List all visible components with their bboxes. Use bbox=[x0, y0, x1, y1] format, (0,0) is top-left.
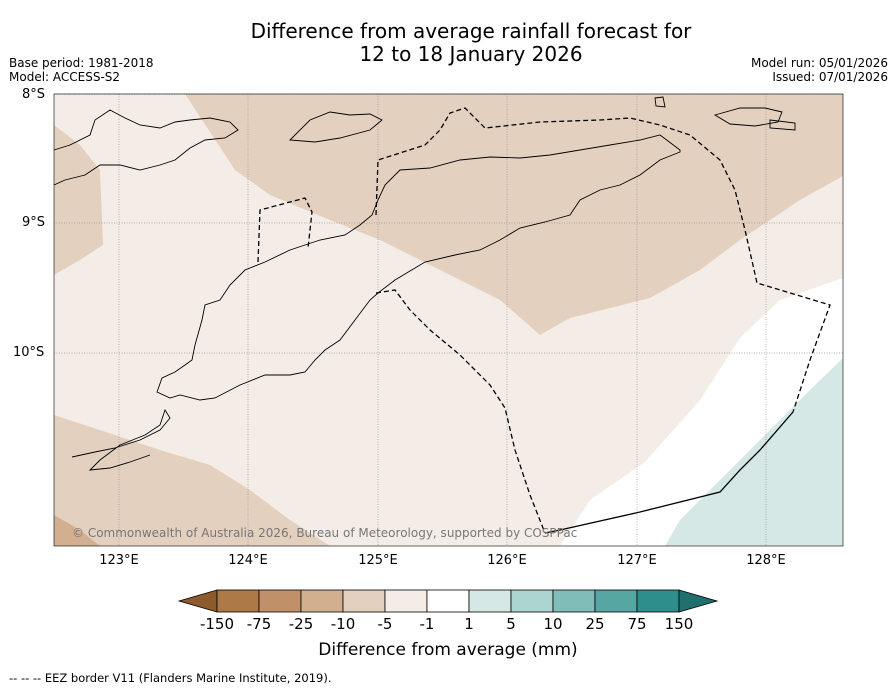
colorbar-swatch bbox=[552, 589, 596, 613]
map-frame bbox=[53, 93, 844, 547]
lat-label-9s: 9°S bbox=[22, 215, 46, 230]
colorbar-title: Difference from average (mm) bbox=[318, 640, 578, 660]
wetar-coastline bbox=[713, 107, 783, 127]
rote-coastline bbox=[71, 408, 171, 471]
eez-border bbox=[257, 107, 831, 534]
zone-wetter bbox=[665, 358, 843, 546]
lon-label-125e: 125°E bbox=[358, 553, 398, 568]
colorbar-tick-label: 25 bbox=[585, 615, 605, 633]
colorbar-tick-label: 150 bbox=[664, 615, 694, 633]
colorbar-tick-label: -25 bbox=[288, 615, 314, 633]
colorbar-tick-label: 75 bbox=[627, 615, 647, 633]
colorbar-tick-label: -75 bbox=[246, 615, 272, 633]
colorbar-swatch bbox=[468, 589, 512, 613]
colorbar-swatch bbox=[594, 589, 638, 613]
colorbar-swatch bbox=[384, 589, 428, 613]
colorbar-tick-label: -1 bbox=[419, 615, 435, 633]
alor-coastline bbox=[288, 111, 383, 143]
colorbar-swatch bbox=[216, 589, 260, 613]
colorbar-tick-label: -150 bbox=[199, 615, 235, 633]
eez-legend-note: -- -- -- EEZ border V11 (Flanders Marine… bbox=[9, 671, 332, 685]
colorbar-tick-label: 10 bbox=[543, 615, 563, 633]
colorbar-swatch bbox=[510, 589, 554, 613]
colorbar-tick-label: 1 bbox=[464, 615, 474, 633]
timor-coastline bbox=[156, 134, 681, 401]
colorbar-swatch bbox=[258, 589, 302, 613]
base-period: Base period: 1981-2018 bbox=[9, 56, 154, 70]
model-run: Model run: 05/01/2026 bbox=[750, 56, 888, 70]
metadata-right: Model run: 05/01/2026 Issued: 07/01/2026 bbox=[751, 56, 888, 84]
eez-border-solid bbox=[544, 411, 794, 534]
colorbar-swatch bbox=[636, 589, 680, 613]
lon-label-128e: 128°E bbox=[746, 553, 786, 568]
lon-label-127e: 127°E bbox=[617, 553, 657, 568]
zone-drier-west bbox=[54, 125, 103, 275]
colorbar-arrow-left bbox=[177, 589, 218, 613]
lon-label-124e: 124°E bbox=[228, 553, 268, 568]
zone-drier-north bbox=[185, 94, 843, 335]
colorbar-tick-label: -5 bbox=[377, 615, 393, 633]
lat-label-10s: 10°S bbox=[13, 345, 45, 360]
colorbar-tick-label: 5 bbox=[506, 615, 516, 633]
title-line-2: 12 to 18 January 2026 bbox=[359, 42, 583, 66]
island-small bbox=[654, 96, 796, 131]
flores-coastline bbox=[53, 109, 239, 186]
metadata-left: Base period: 1981-2018 Model: ACCESS-S2 bbox=[9, 56, 154, 84]
colorbar-arrow-right bbox=[678, 589, 719, 613]
map-title: Difference from average rainfall forecas… bbox=[0, 20, 896, 66]
colorbar bbox=[177, 589, 719, 613]
zone-drier-south bbox=[54, 415, 330, 546]
title-line-1: Difference from average rainfall forecas… bbox=[250, 19, 692, 43]
issued-date: Issued: 07/01/2026 bbox=[772, 70, 888, 84]
lon-label-123e: 123°E bbox=[99, 553, 139, 568]
copyright-notice: © Commonwealth of Australia 2026, Bureau… bbox=[72, 526, 578, 540]
colorbar-swatch bbox=[426, 589, 470, 613]
model-name: Model: ACCESS-S2 bbox=[9, 70, 121, 84]
lat-label-8s: 8°S bbox=[22, 87, 46, 102]
lon-label-126e: 126°E bbox=[487, 553, 527, 568]
colorbar-swatch bbox=[300, 589, 344, 613]
colorbar-swatch bbox=[342, 589, 386, 613]
zone-much-drier bbox=[54, 515, 100, 546]
colorbar-tick-label: -10 bbox=[330, 615, 356, 633]
